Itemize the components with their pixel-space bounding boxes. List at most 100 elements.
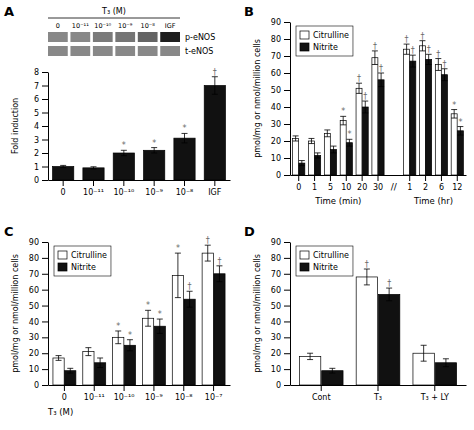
error-bar [426,54,432,64]
significance-marker: * [116,322,120,331]
y-axis: 012345678 [34,68,49,185]
y-tick: 8 [34,68,48,77]
y-tick: 40 [271,103,290,112]
x-tick-label: IGF [208,188,222,197]
error-bar [419,41,425,51]
y-tick: 50 [271,86,290,95]
bar [154,326,165,385]
x-tick-mark [183,385,184,391]
error-bar [151,148,157,153]
band [70,46,90,56]
x-tick-label: 0 [61,188,66,197]
y-tick-mark [42,242,48,243]
error-bar [378,73,384,87]
error-bar [115,331,121,344]
panel: ***†012345678010⁻¹¹10⁻¹⁰10⁻⁹10⁻⁸IGFFold … [4,4,231,197]
y-tick-mark [42,113,48,114]
bar [83,352,94,385]
y-tick-label: 70 [271,270,281,279]
y-tick-label: 20 [271,349,281,358]
blot: T₃ (M)010⁻¹¹10⁻¹⁰10⁻⁹10⁻⁸IGFp-eNOSt-eNOS [48,7,215,56]
y-tick: 60 [29,286,48,295]
x-tick: 10⁻¹¹ [83,180,104,197]
annotations: ***† [122,68,217,151]
plot-marks [53,77,226,180]
legend-frame [296,26,353,56]
band [48,46,68,56]
band [138,46,158,56]
band [160,46,180,56]
y-tick: 5 [34,109,48,118]
error-bar [205,245,211,261]
y-tick-mark [284,73,290,74]
y-tick: 40 [271,318,290,327]
plot-marks [53,245,225,385]
bar [346,143,352,175]
significance-marker: * [158,310,162,319]
error-bar [97,358,103,368]
x-tick-mark [124,385,125,391]
x-tick: 1 [407,175,412,192]
x-tick: T₃ [373,385,382,402]
x-tick-mark [64,385,65,391]
y-tick-mark [42,86,48,87]
bar [378,80,384,175]
error-bar [308,138,314,143]
y-axis: 0102030405060708090 [29,238,49,390]
x-tick-mark [184,180,185,186]
x-tick: 10⁻¹¹ [84,385,105,402]
significance-marker: * [347,130,351,139]
y-tick-label: 30 [271,333,281,342]
y-tick-mark [42,180,48,181]
y-axis: 0102030405060708090 [271,18,291,180]
x-tick: 10⁻⁸ [175,385,193,402]
plot-marks [293,41,464,175]
x-tick: T₃ + LY [420,385,449,402]
x-tick-mark [123,180,124,186]
bar [356,277,377,385]
bar [299,356,320,385]
panel: ††0102030405060708090ContT₃T₃ + LYpmol/m… [244,224,467,402]
x-tick: 0 [296,175,301,192]
x-tick: IGF [208,180,222,197]
y-tick-mark [42,72,48,73]
legend: CitrullineNitrite [296,246,353,276]
panel-title: A [4,4,14,19]
y-tick: 80 [271,35,290,44]
y-tick: 50 [271,302,290,311]
x-axis: 010⁻¹¹10⁻¹⁰10⁻⁹10⁻⁸IGF [49,180,231,197]
significance-marker: † [411,46,415,55]
x-tick: 0 [61,180,66,197]
x-tick: 30 [373,175,383,192]
y-tick-label: 20 [271,137,281,146]
significance-marker: * [452,101,456,110]
y-tick-label: 2 [34,149,39,158]
y-tick: 6 [34,95,48,104]
y-tick-mark [284,369,290,370]
y-tick-label: 10 [29,365,39,374]
error-bar [329,368,335,373]
y-tick-label: 20 [29,349,39,358]
error-bar [410,55,416,67]
row-label: p-eNOS [185,33,215,42]
y-axis-title: pmol/mg or nmol/million cells [253,39,262,158]
y-tick-label: 50 [29,302,39,311]
significance-marker: † [427,45,431,54]
y-tick-label: 40 [271,318,281,327]
y-tick-mark [284,385,290,386]
y-tick: 10 [271,365,290,374]
y-tick-label: 60 [271,69,281,78]
panel-title: C [4,224,14,239]
bar [331,150,337,176]
x-axis-title: T₃ (M) [47,407,73,417]
x-tick-label: 10⁻⁸ [176,188,194,197]
legend-swatch [300,251,309,259]
x-tick: 6 [439,175,444,192]
error-bar [356,83,362,93]
legend-label: Citrulline [313,31,349,40]
error-bar [372,51,378,65]
annotations: *†††††**†††††* [341,32,462,140]
y-axis: 0102030405060708090 [271,238,291,390]
x-tick: 0 [62,385,67,402]
x-tick-mark [441,175,442,181]
